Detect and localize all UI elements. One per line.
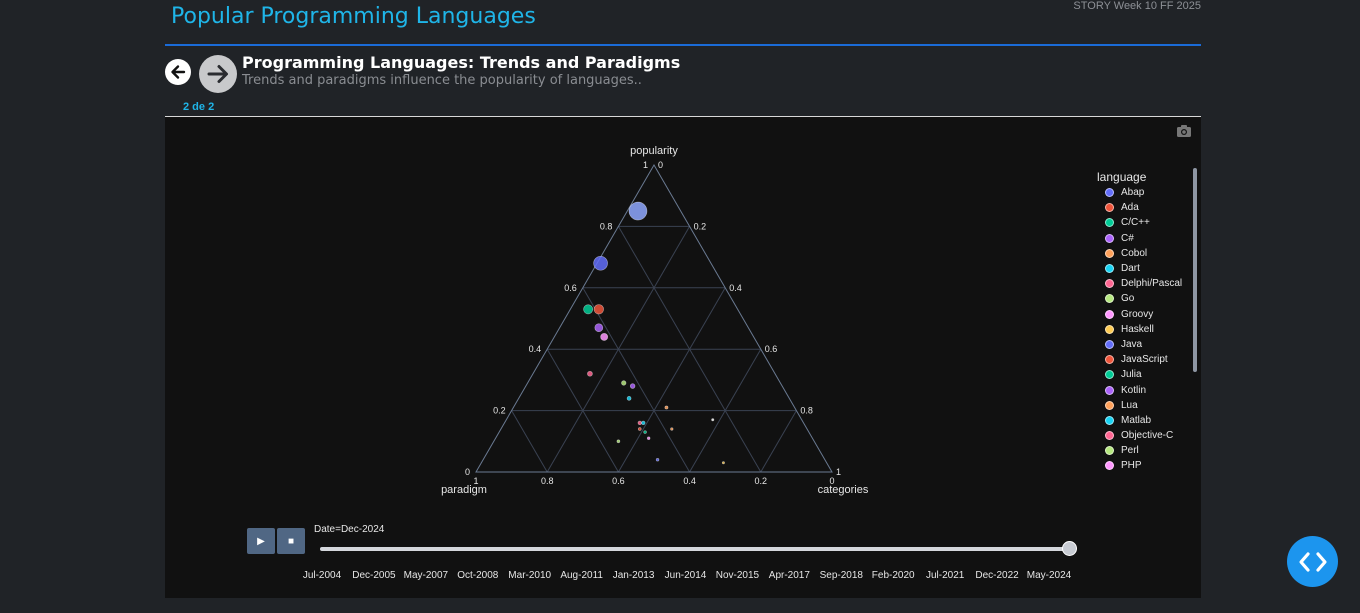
legend-item[interactable]: C/C++	[1105, 215, 1190, 230]
legend-label: PHP	[1121, 460, 1142, 472]
camera-icon[interactable]	[1176, 124, 1192, 138]
slider-tick-label: Feb-2020	[871, 570, 915, 581]
legend-label: Haskell	[1121, 323, 1154, 335]
slider-tick-label: Sep-2018	[819, 570, 863, 581]
legend-label: Ada	[1121, 202, 1139, 214]
slider-tick-label: Dec-2022	[975, 570, 1019, 581]
legend-swatch	[1105, 294, 1114, 304]
legend-item[interactable]: Ada	[1105, 200, 1190, 215]
legend-label: Objective-C	[1121, 430, 1174, 442]
legend-swatch	[1105, 431, 1114, 441]
legend-swatch	[1105, 218, 1114, 228]
legend-title: language	[1097, 170, 1147, 184]
legend-label: Kotlin	[1121, 384, 1147, 396]
slider-tick-label: May-2024	[1026, 570, 1072, 581]
legend-label: Abap	[1121, 187, 1145, 199]
legend-swatch	[1105, 339, 1114, 349]
legend-label: Matlab	[1121, 414, 1152, 426]
legend-item[interactable]: Objective-C	[1105, 428, 1190, 443]
play-button[interactable]: ▶	[247, 528, 275, 554]
legend-label: Groovy	[1121, 308, 1154, 320]
legend-item[interactable]: Haskell	[1105, 322, 1190, 337]
slider-tick-label: Dec-2005	[352, 570, 396, 581]
slide-title: Programming Languages: Trends and Paradi…	[242, 53, 681, 72]
slide-pager: 2 de 2	[183, 101, 215, 113]
slider-tick-label: Jul-2021	[925, 570, 965, 581]
legend: Abap Ada C/C++ C# Cobol Dart Delphi/Pascal Go Gr…	[1105, 185, 1190, 473]
legend-item[interactable]: C#	[1105, 231, 1190, 246]
previous-slide-button[interactable]	[165, 59, 191, 85]
legend-item[interactable]: Kotlin	[1105, 382, 1190, 397]
legend-item[interactable]: PHP	[1105, 458, 1190, 473]
slider-tick-label: Jan-2013	[612, 570, 655, 581]
legend-item[interactable]: Perl	[1105, 443, 1190, 458]
legend-label: Lua	[1121, 399, 1138, 411]
date-slider-track[interactable]	[320, 547, 1072, 551]
slider-tick-label: Mar-2010	[508, 570, 552, 581]
slider-tick-label: Jul-2004	[302, 570, 342, 581]
legend-swatch	[1105, 355, 1114, 365]
legend-label: Go	[1121, 293, 1135, 305]
legend-swatch	[1105, 370, 1114, 380]
legend-item[interactable]: Lua	[1105, 398, 1190, 413]
legend-label: C/C++	[1121, 217, 1150, 229]
legend-label: C#	[1121, 232, 1134, 244]
slider-tick-label: Apr-2017	[768, 570, 810, 581]
legend-swatch	[1105, 385, 1114, 395]
legend-item[interactable]: Abap	[1105, 185, 1190, 200]
legend-swatch	[1105, 264, 1114, 274]
slider-tick-label: Nov-2015	[715, 570, 760, 581]
legend-item[interactable]: Groovy	[1105, 307, 1190, 322]
legend-item[interactable]: Delphi/Pascal	[1105, 276, 1190, 291]
legend-label: Perl	[1121, 445, 1139, 457]
legend-item[interactable]: Matlab	[1105, 413, 1190, 428]
slider-tick-label: Jun-2014	[664, 570, 707, 581]
legend-swatch	[1105, 324, 1114, 334]
legend-swatch	[1105, 446, 1114, 456]
legend-label: Cobol	[1121, 247, 1148, 259]
legend-item[interactable]: Julia	[1105, 367, 1190, 382]
legend-swatch	[1105, 233, 1114, 243]
code-toggle-button[interactable]	[1287, 536, 1338, 587]
legend-item[interactable]: Java	[1105, 337, 1190, 352]
legend-swatch	[1105, 203, 1114, 213]
legend-item[interactable]: JavaScript	[1105, 352, 1190, 367]
legend-item[interactable]: Cobol	[1105, 246, 1190, 261]
slide-subtitle: Trends and paradigms influence the popul…	[242, 73, 642, 88]
slider-tick-label: May-2007	[403, 570, 449, 581]
slider-tick-label: Oct-2008	[457, 570, 499, 581]
legend-label: Delphi/Pascal	[1121, 278, 1183, 290]
app-title: Popular Programming Languages	[171, 4, 536, 29]
header-divider	[165, 44, 1201, 46]
legend-label: Dart	[1121, 263, 1140, 275]
legend-swatch	[1105, 188, 1114, 198]
slider-tick-label: Aug-2011	[560, 570, 603, 581]
date-slider-handle[interactable]	[1062, 541, 1077, 556]
legend-scrollbar[interactable]	[1193, 168, 1197, 372]
stop-button[interactable]: ■	[277, 528, 305, 554]
legend-swatch	[1105, 400, 1114, 410]
legend-swatch	[1105, 279, 1114, 289]
arrow-right-icon	[207, 65, 228, 83]
legend-label: Java	[1121, 338, 1143, 350]
legend-swatch	[1105, 309, 1114, 319]
legend-item[interactable]: Go	[1105, 291, 1190, 306]
arrow-left-icon	[171, 65, 186, 79]
legend-swatch	[1105, 248, 1114, 258]
legend-swatch	[1105, 415, 1114, 425]
legend-label: Julia	[1121, 369, 1142, 381]
code-brackets-icon	[1298, 551, 1327, 572]
slider-current-label: Date=Dec-2024	[314, 524, 385, 535]
legend-label: JavaScript	[1121, 354, 1168, 366]
legend-swatch	[1105, 461, 1114, 471]
legend-item[interactable]: Dart	[1105, 261, 1190, 276]
story-tag: STORY Week 10 FF 2025	[1073, 0, 1201, 12]
next-slide-button[interactable]	[199, 55, 237, 93]
